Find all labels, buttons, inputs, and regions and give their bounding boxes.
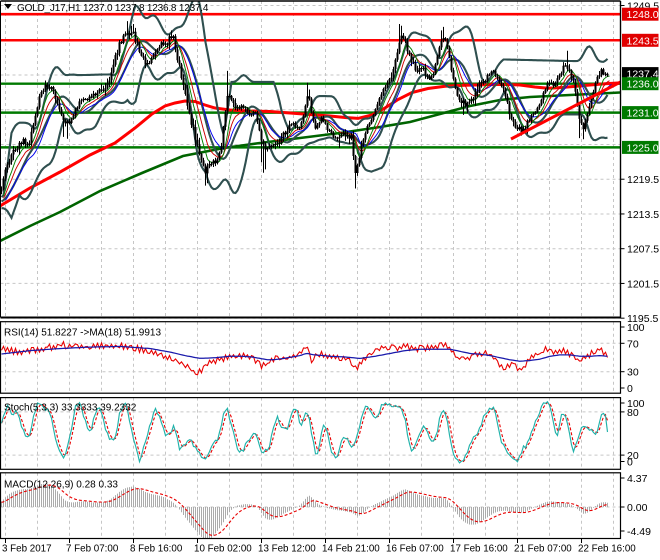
svg-text:1236.0: 1236.0 xyxy=(627,79,659,91)
svg-text:1225.0: 1225.0 xyxy=(627,142,659,154)
svg-text:0: 0 xyxy=(627,457,633,469)
svg-text:0: 0 xyxy=(627,383,633,395)
svg-text:1248.0: 1248.0 xyxy=(627,9,659,21)
svg-text:-4.49: -4.49 xyxy=(627,526,651,538)
svg-text:17 Feb 16:00: 17 Feb 16:00 xyxy=(450,544,508,555)
svg-text:1213.5: 1213.5 xyxy=(627,209,659,221)
svg-text:0.00: 0.00 xyxy=(627,502,648,514)
svg-text:22 Feb 16:00: 22 Feb 16:00 xyxy=(578,544,636,555)
svg-text:Stoch(5,3,3) 33.3333 39.2332: Stoch(5,3,3) 33.3333 39.2332 xyxy=(4,403,137,414)
svg-text:8 Feb 16:00: 8 Feb 16:00 xyxy=(130,544,183,555)
svg-text:1243.5: 1243.5 xyxy=(627,35,659,47)
svg-text:13 Feb 12:00: 13 Feb 12:00 xyxy=(258,544,316,555)
svg-text:1231.0: 1231.0 xyxy=(627,108,659,120)
svg-text:RSI(14) 51.8227 ->MA(18) 51.9: RSI(14) 51.8227 ->MA(18) 51.9913 xyxy=(4,328,161,339)
svg-text:16 Feb 07:00: 16 Feb 07:00 xyxy=(386,544,444,555)
svg-text:70: 70 xyxy=(627,338,639,350)
svg-text:1195.5: 1195.5 xyxy=(627,313,658,325)
svg-text:20: 20 xyxy=(627,450,639,462)
svg-text:1207.5: 1207.5 xyxy=(627,244,659,256)
svg-text:4.37: 4.37 xyxy=(627,473,648,485)
svg-text:100: 100 xyxy=(627,398,645,410)
svg-text:80: 80 xyxy=(627,407,639,419)
svg-text:100: 100 xyxy=(627,322,645,334)
svg-text:10 Feb 02:00: 10 Feb 02:00 xyxy=(194,544,252,555)
svg-text:7 Feb 07:00: 7 Feb 07:00 xyxy=(66,544,119,555)
svg-text:14 Feb 21:00: 14 Feb 21:00 xyxy=(322,544,380,555)
svg-text:30: 30 xyxy=(627,367,639,379)
svg-text:GOLD_J17,H1 1237.0 1237.8 123: GOLD_J17,H1 1237.0 1237.8 1236.8 1237.4 xyxy=(17,3,209,14)
svg-text:1201.5: 1201.5 xyxy=(627,278,659,290)
svg-text:1219.5: 1219.5 xyxy=(627,174,659,186)
svg-text:MACD(12,26,9) 0.28 0.33: MACD(12,26,9) 0.28 0.33 xyxy=(4,480,118,491)
svg-text:3 Feb 2017: 3 Feb 2017 xyxy=(2,544,52,555)
svg-text:21 Feb 07:00: 21 Feb 07:00 xyxy=(514,544,572,555)
